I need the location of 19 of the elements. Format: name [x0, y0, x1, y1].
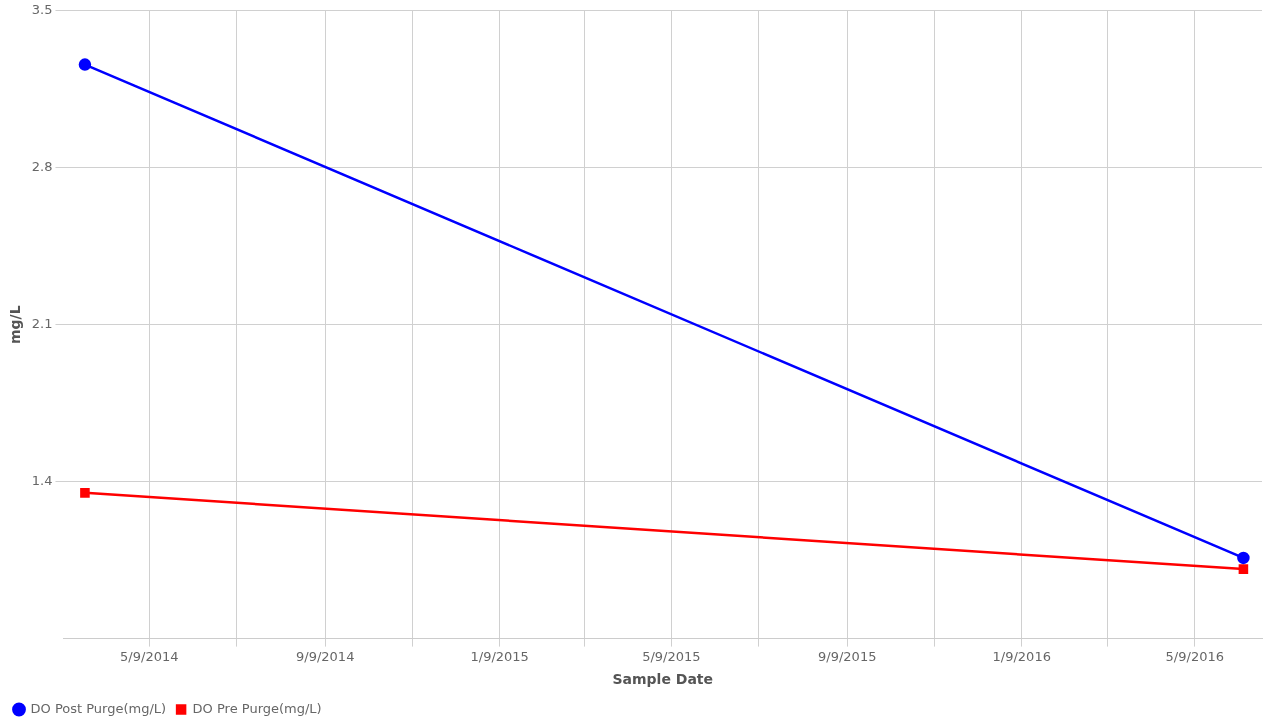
point [78, 58, 92, 71]
x-tick-label: 5/9/2014 [120, 648, 179, 664]
y-tick-label: 2.1 [31, 316, 53, 332]
legend-label: DO Pre Purge(mg/L) [192, 700, 322, 716]
point [1237, 551, 1250, 565]
x-tick-label: 5/9/2015 [642, 648, 701, 664]
x-tick-label: 9/9/2014 [296, 648, 355, 664]
legend-label: DO Post Purge(mg/L) [30, 700, 167, 716]
y-tick-label: 1.4 [31, 473, 53, 489]
x-axis-title: Sample Date [612, 671, 714, 688]
point [1238, 564, 1249, 574]
x-tick-label: 5/9/2016 [1165, 648, 1224, 664]
x-tick-label: 1/9/2015 [470, 648, 529, 664]
y-tick-label: 3.5 [31, 2, 53, 18]
y-tick-label: 2.8 [31, 159, 53, 175]
x-tick-label: 1/9/2016 [992, 648, 1051, 664]
point [80, 488, 90, 498]
y-axis-title: mg/L [7, 305, 24, 345]
x-tick-label: 9/9/2015 [818, 648, 877, 664]
